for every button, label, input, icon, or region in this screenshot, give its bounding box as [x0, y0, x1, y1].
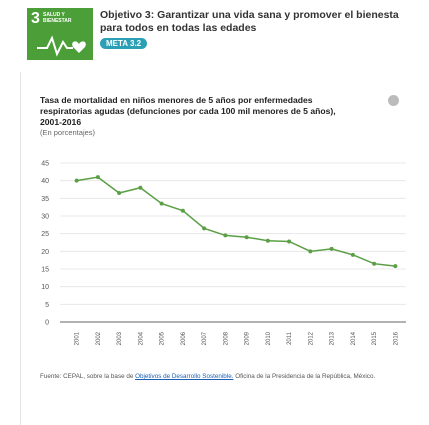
- point: [159, 201, 164, 206]
- chart-title-line: Tasa de mortalidad en niños menores de 5…: [40, 95, 313, 105]
- x-tick-label: 2013: [330, 331, 336, 345]
- point: [244, 235, 249, 240]
- x-tick-label: 2007: [202, 331, 208, 345]
- source-text: Fuente: CEPAL, sobre la base de: [40, 373, 136, 380]
- chart-title-line: respiratorias agudas (defunciones por ca…: [40, 106, 336, 116]
- line: [76, 176, 396, 267]
- y-tick-label: 0: [45, 320, 49, 327]
- x-tick-label: 2009: [245, 331, 251, 345]
- source-link[interactable]: Objetivos de Desarrollo Sostenible.: [135, 373, 234, 380]
- goal-title: Objetivo 3: Garantizar una vida sana y p…: [100, 9, 429, 35]
- divider: [20, 72, 21, 425]
- y-tick-label: 15: [41, 267, 49, 274]
- y-tick-label: 20: [41, 249, 49, 256]
- point: [95, 175, 100, 180]
- point: [329, 246, 334, 251]
- y-tick-label: 5: [45, 302, 49, 309]
- y-tick-label: 30: [41, 214, 49, 221]
- point: [223, 233, 228, 238]
- y-tick-label: 45: [41, 161, 49, 168]
- x-tick-label: 2008: [223, 331, 229, 345]
- x-tick-label: 2011: [287, 331, 293, 345]
- x-tick-label: 2002: [96, 331, 102, 345]
- point: [202, 226, 207, 231]
- point: [117, 191, 122, 196]
- icon-text: SALUD Y BIENESTAR: [43, 12, 72, 24]
- y-tick-label: 40: [41, 178, 49, 185]
- x-tick-label: 2004: [138, 331, 144, 345]
- sdg-icon: 3 SALUD Y BIENESTAR: [27, 8, 93, 60]
- point: [287, 239, 292, 244]
- icon-graphic: [37, 35, 86, 57]
- chart-title: Tasa de mortalidad en niños menores de 5…: [40, 95, 336, 128]
- x-tick-label: 2015: [372, 331, 378, 345]
- point: [138, 185, 143, 190]
- x-tick-label: 2016: [393, 331, 399, 345]
- y-tick-label: 35: [41, 196, 49, 203]
- x-tick-label: 2001: [75, 331, 81, 345]
- source-text: Oficina de la Presidencia de la Repúblic…: [233, 373, 376, 380]
- x-tick-label: 2003: [117, 331, 123, 345]
- point: [393, 264, 398, 269]
- target-badge[interactable]: META 3.2: [100, 38, 148, 49]
- point: [308, 249, 313, 254]
- chart-title-line: 2001-2016: [40, 117, 82, 127]
- source: Fuente: CEPAL, sobre la base de Objetivo…: [40, 372, 400, 381]
- goal-title-line: para todos en todas las edades: [100, 22, 257, 34]
- goal-title-line: Objetivo 3: Garantizar una vida sana y p…: [100, 9, 399, 21]
- chart: 0 5 10 15 20 25 30 35 40 45 2001 2002 2003 2004 2005 20…: [41, 161, 406, 345]
- x-tick-label: 2010: [266, 331, 272, 345]
- chart-subtitle: (En porcentajes): [40, 128, 96, 137]
- x-tick-label: 2014: [351, 331, 357, 345]
- point: [350, 252, 355, 257]
- info-button[interactable]: [388, 95, 399, 106]
- y-tick-label: 10: [41, 284, 49, 291]
- x-tick-label: 2006: [181, 331, 187, 345]
- y-tick-label: 25: [41, 231, 49, 238]
- point: [74, 178, 79, 183]
- x-tick-label: 2012: [308, 331, 314, 345]
- icon-number: 3: [31, 10, 40, 27]
- x-tick-label: 2005: [160, 331, 166, 345]
- point: [372, 261, 377, 266]
- point: [180, 208, 185, 213]
- point: [265, 238, 270, 243]
